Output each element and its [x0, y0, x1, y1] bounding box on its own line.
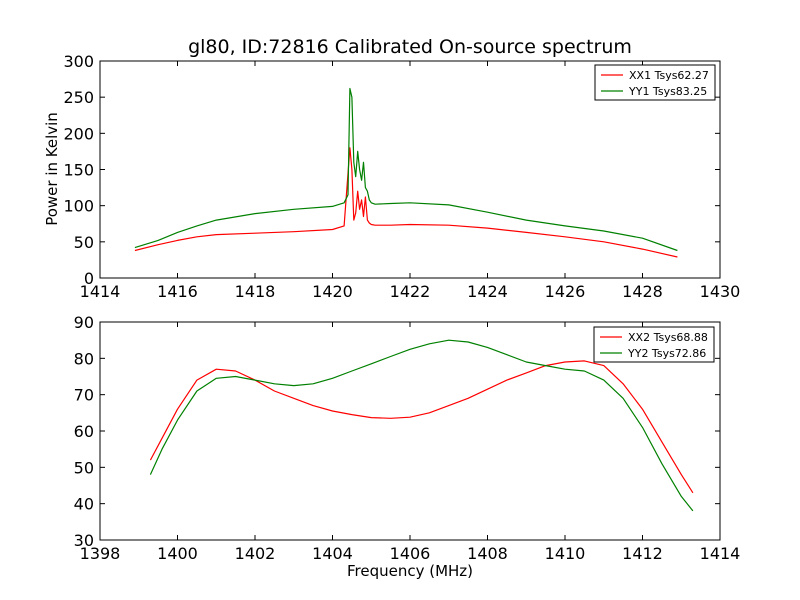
bottom-series-line-2	[149, 339, 694, 512]
bottom-legend-box	[593, 326, 715, 363]
bottom-y-tick-label: 30	[74, 531, 94, 550]
top-x-tick-label: 1418	[235, 282, 276, 301]
top-y-tick-label: 150	[63, 161, 94, 180]
top-legend-label-1: XX1 Tsys62.27	[629, 69, 709, 82]
bottom-x-tick-label: 1410	[545, 544, 586, 563]
top-y-tick-label: 100	[63, 197, 94, 216]
top-legend-label-2: YY1 Tsys83.25	[628, 85, 707, 98]
top-x-tick-label: 1428	[622, 282, 663, 301]
top-y-axis-label: Power in Kelvin	[43, 112, 61, 226]
top-legend-box	[594, 64, 716, 101]
bottom-y-tick-label: 50	[74, 458, 94, 477]
bottom-legend-label-2: YY2 Tsys72.86	[627, 347, 706, 360]
top-x-tick-label: 1426	[545, 282, 586, 301]
bottom-y-tick-label: 40	[74, 495, 94, 514]
top-plot: 1414 1416 1418 1420 1422 1424 1426 1428 1430 0 50 1…	[63, 52, 740, 301]
bottom-legend-label-1: XX2 Tsys68.88	[628, 331, 708, 344]
bottom-series-line-1	[149, 360, 694, 494]
bottom-y-tick-label: 80	[74, 349, 94, 368]
bottom-x-tick-label: 1402	[235, 544, 276, 563]
top-y-tick-label: 300	[63, 52, 94, 71]
top-y-tick-label: 200	[63, 124, 94, 143]
bottom-y-tick-label: 90	[74, 313, 94, 332]
top-x-tick-label: 1416	[157, 282, 198, 301]
bottom-x-tick-label: 1414	[700, 544, 741, 563]
bottom-x-tick-label: 1408	[467, 544, 508, 563]
bottom-x-tick-label: 1412	[622, 544, 663, 563]
top-x-tick-label: 1420	[312, 282, 353, 301]
chart-title: gl80, ID:72816 Calibrated On-source spec…	[188, 36, 632, 58]
top-series-line-2	[134, 87, 678, 252]
bottom-x-tick-label: 1398	[80, 544, 121, 563]
bottom-x-axis-label: Frequency (MHz)	[347, 562, 473, 580]
bottom-x-tick-label: 1404	[312, 544, 353, 563]
bottom-y-tick-label: 60	[74, 422, 94, 441]
top-y-tick-label: 0	[84, 269, 94, 288]
top-x-tick-label: 1414	[80, 282, 121, 301]
top-series-line-1	[134, 147, 678, 258]
bottom-plot: 1398 1400 1402 1404 1406 1408 1410 1412 1414 30 40…	[74, 313, 741, 563]
top-x-tick-label: 1422	[390, 282, 431, 301]
top-y-tick-label: 250	[63, 88, 94, 107]
bottom-x-tick-label: 1406	[390, 544, 431, 563]
top-x-tick-label: 1430	[700, 282, 741, 301]
top-y-tick-label: 50	[74, 233, 94, 252]
bottom-legend: XX2 Tsys68.88 YY2 Tsys72.86	[593, 326, 715, 363]
bottom-y-tick-label: 70	[74, 386, 94, 405]
bottom-x-tick-label: 1400	[157, 544, 198, 563]
top-x-tick-label: 1424	[467, 282, 508, 301]
top-legend: XX1 Tsys62.27 YY1 Tsys83.25	[594, 64, 716, 101]
